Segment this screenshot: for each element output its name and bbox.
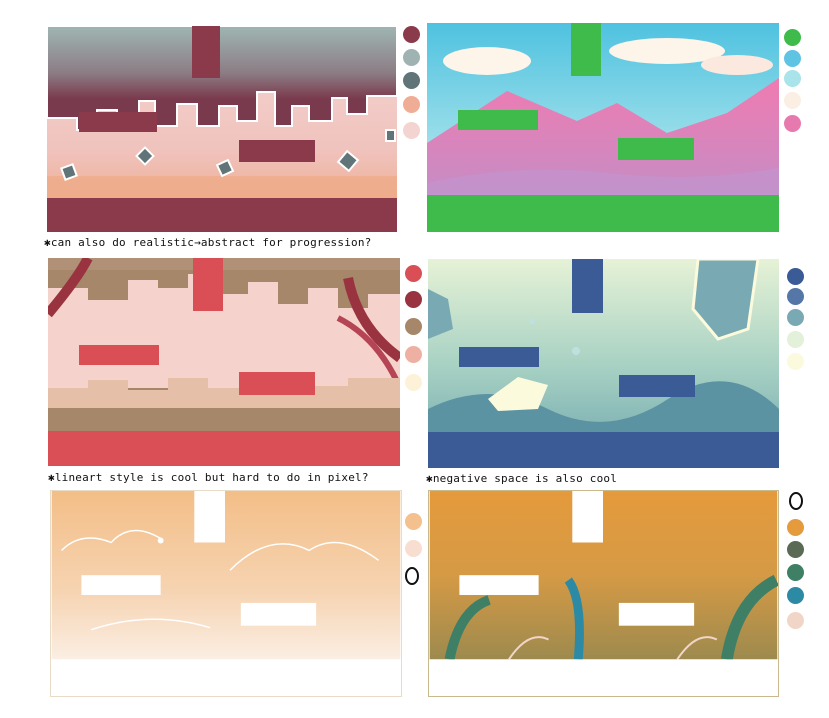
palette-2-swatch-1 — [784, 29, 801, 46]
palette-1-swatch-1 — [403, 26, 420, 43]
palette-5-swatch-1 — [405, 513, 422, 530]
palette-6-swatch-5 — [787, 587, 804, 604]
palette-2-swatch-4 — [784, 92, 801, 109]
scene-blue-rocks — [428, 259, 779, 468]
scene-red-trees — [48, 258, 400, 466]
palette-3-swatch-4 — [405, 346, 422, 363]
palette-2-swatch-3 — [784, 70, 801, 87]
palette-4-swatch-5 — [787, 353, 804, 370]
palette-6-swatch-1 — [789, 492, 803, 510]
palette-3-swatch-3 — [405, 318, 422, 335]
palette-6-swatch-3 — [787, 541, 804, 558]
scene-amber-plants — [429, 491, 778, 696]
panel-peach-lineart — [50, 490, 402, 697]
palette-4-swatch-4 — [787, 331, 804, 348]
scene-green-mountains — [427, 23, 779, 232]
palette-4-swatch-3 — [787, 309, 804, 326]
palette-5-swatch-2 — [405, 540, 422, 557]
palette-3-swatch-1 — [405, 265, 422, 282]
palette-1-swatch-3 — [403, 72, 420, 89]
note-lineart: ✱lineart style is cool but hard to do in… — [48, 471, 369, 484]
panel-blue-rocks — [428, 259, 779, 468]
palette-1-swatch-4 — [403, 96, 420, 113]
palette-6-swatch-4 — [787, 564, 804, 581]
scene-peach-lineart — [51, 491, 401, 696]
palette-2-swatch-2 — [784, 50, 801, 67]
palette-4-swatch-2 — [787, 288, 804, 305]
palette-5-swatch-3 — [405, 567, 419, 585]
palette-2-swatch-5 — [784, 115, 801, 132]
panel-green-mountains — [427, 23, 779, 232]
panel-crimson-pixel — [47, 26, 397, 232]
palette-3-swatch-5 — [405, 374, 422, 391]
panel-amber-plants — [428, 490, 779, 697]
palette-3-swatch-2 — [405, 291, 422, 308]
note-negative-space: ✱negative space is also cool — [426, 472, 618, 485]
palette-6-swatch-2 — [787, 519, 804, 536]
palette-1-swatch-2 — [403, 49, 420, 66]
palette-1-swatch-5 — [403, 122, 420, 139]
palette-6-swatch-6 — [787, 612, 804, 629]
note-progression: ✱can also do realistic→abstract for prog… — [44, 236, 372, 249]
palette-4-swatch-1 — [787, 268, 804, 285]
scene-crimson-pixel — [47, 26, 397, 232]
panel-red-trees — [48, 258, 400, 466]
